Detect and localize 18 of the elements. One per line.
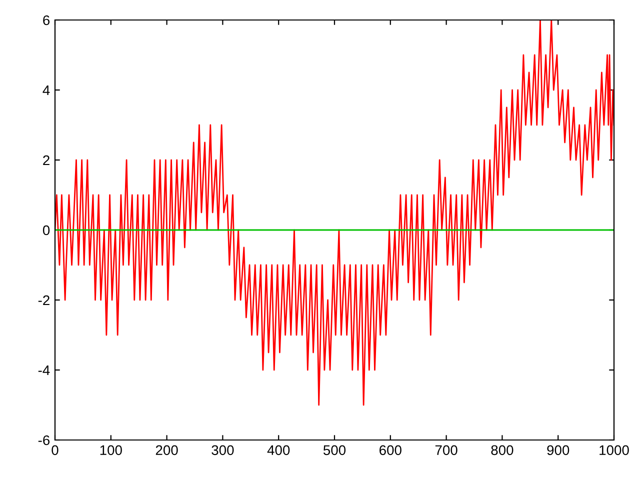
y-tick-label: -4 xyxy=(38,365,50,376)
x-tick-label: 800 xyxy=(491,445,514,456)
x-tick-label: 900 xyxy=(547,445,570,456)
x-tick-label: 1000 xyxy=(600,445,629,456)
x-tick-label: 500 xyxy=(323,445,346,456)
x-tick-label: 700 xyxy=(435,445,458,456)
y-tick-label: 4 xyxy=(42,85,50,96)
y-tick-label: -6 xyxy=(38,435,50,446)
y-tick-label: 2 xyxy=(43,155,50,166)
x-tick-label: 600 xyxy=(380,445,402,456)
x-tick-label: 0 xyxy=(52,445,58,456)
x-tick-label: 100 xyxy=(100,445,122,456)
x-tick-label: 400 xyxy=(267,445,290,456)
x-tick-label: 200 xyxy=(156,445,178,456)
y-tick-label: -2 xyxy=(38,295,50,306)
y-tick-label: 6 xyxy=(43,15,50,26)
y-tick-label: 0 xyxy=(42,225,50,236)
x-tick-label: 300 xyxy=(212,445,234,456)
